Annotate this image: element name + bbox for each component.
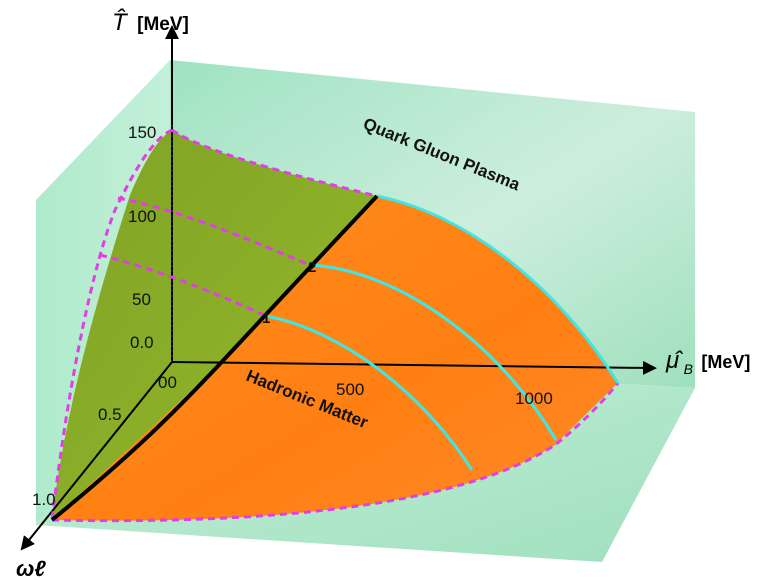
hadronic-surface-fill [52,196,618,521]
t-axis-ticks: 150 100 50 0.0 [128,123,156,352]
mu-axis-sub: B [684,361,693,377]
dashed-line-1 [99,253,267,318]
omega-tick-0: 00 [158,373,177,392]
critical-line [50,194,379,522]
t-tick-100: 100 [128,207,156,226]
omega-axis-label: ωℓ [16,556,46,580]
dashed-top-edge [171,128,378,198]
omega-axis-ticks: 00 0.5 1.0 [32,373,177,509]
hadronic-surface [52,196,618,521]
axes [20,25,657,551]
mu-axis-ticks: 500 1000 [336,380,553,408]
cyan-line-2 [309,263,558,441]
dashed-line-2 [117,196,311,267]
t-tick-150: 150 [128,123,156,142]
dashed-left-edge [50,128,173,521]
marker-2: 2 [308,259,316,276]
cyan-lines [265,194,620,471]
t-tick-50: 50 [132,290,151,309]
mu-tick-1000: 1000 [515,389,553,408]
mu-axis [171,360,657,375]
dashed-bottom-edge [51,382,620,523]
omega-axis [20,361,173,551]
mu-axis-unit: [MeV] [701,352,750,372]
t-tick-0: 0.0 [130,333,154,352]
marker-1: 1 [262,310,270,327]
cyan-line-1 [265,314,474,471]
mu-tick-500: 500 [336,380,364,399]
qgp-surface [52,130,377,520]
cyan-line-outer [376,194,620,384]
qgp-surface-fill [52,130,377,520]
t-axis-symbol: T̂ [112,8,129,36]
omega-tick-05: 0.5 [98,405,122,424]
dashed-boundaries [50,128,620,523]
t-axis-label: T̂ [MeV] [112,8,189,36]
omega-tick-1: 1.0 [32,490,56,509]
mu-axis-label: μ̂ B [MeV] [665,347,750,378]
t-axis-unit: [MeV] [137,14,189,35]
